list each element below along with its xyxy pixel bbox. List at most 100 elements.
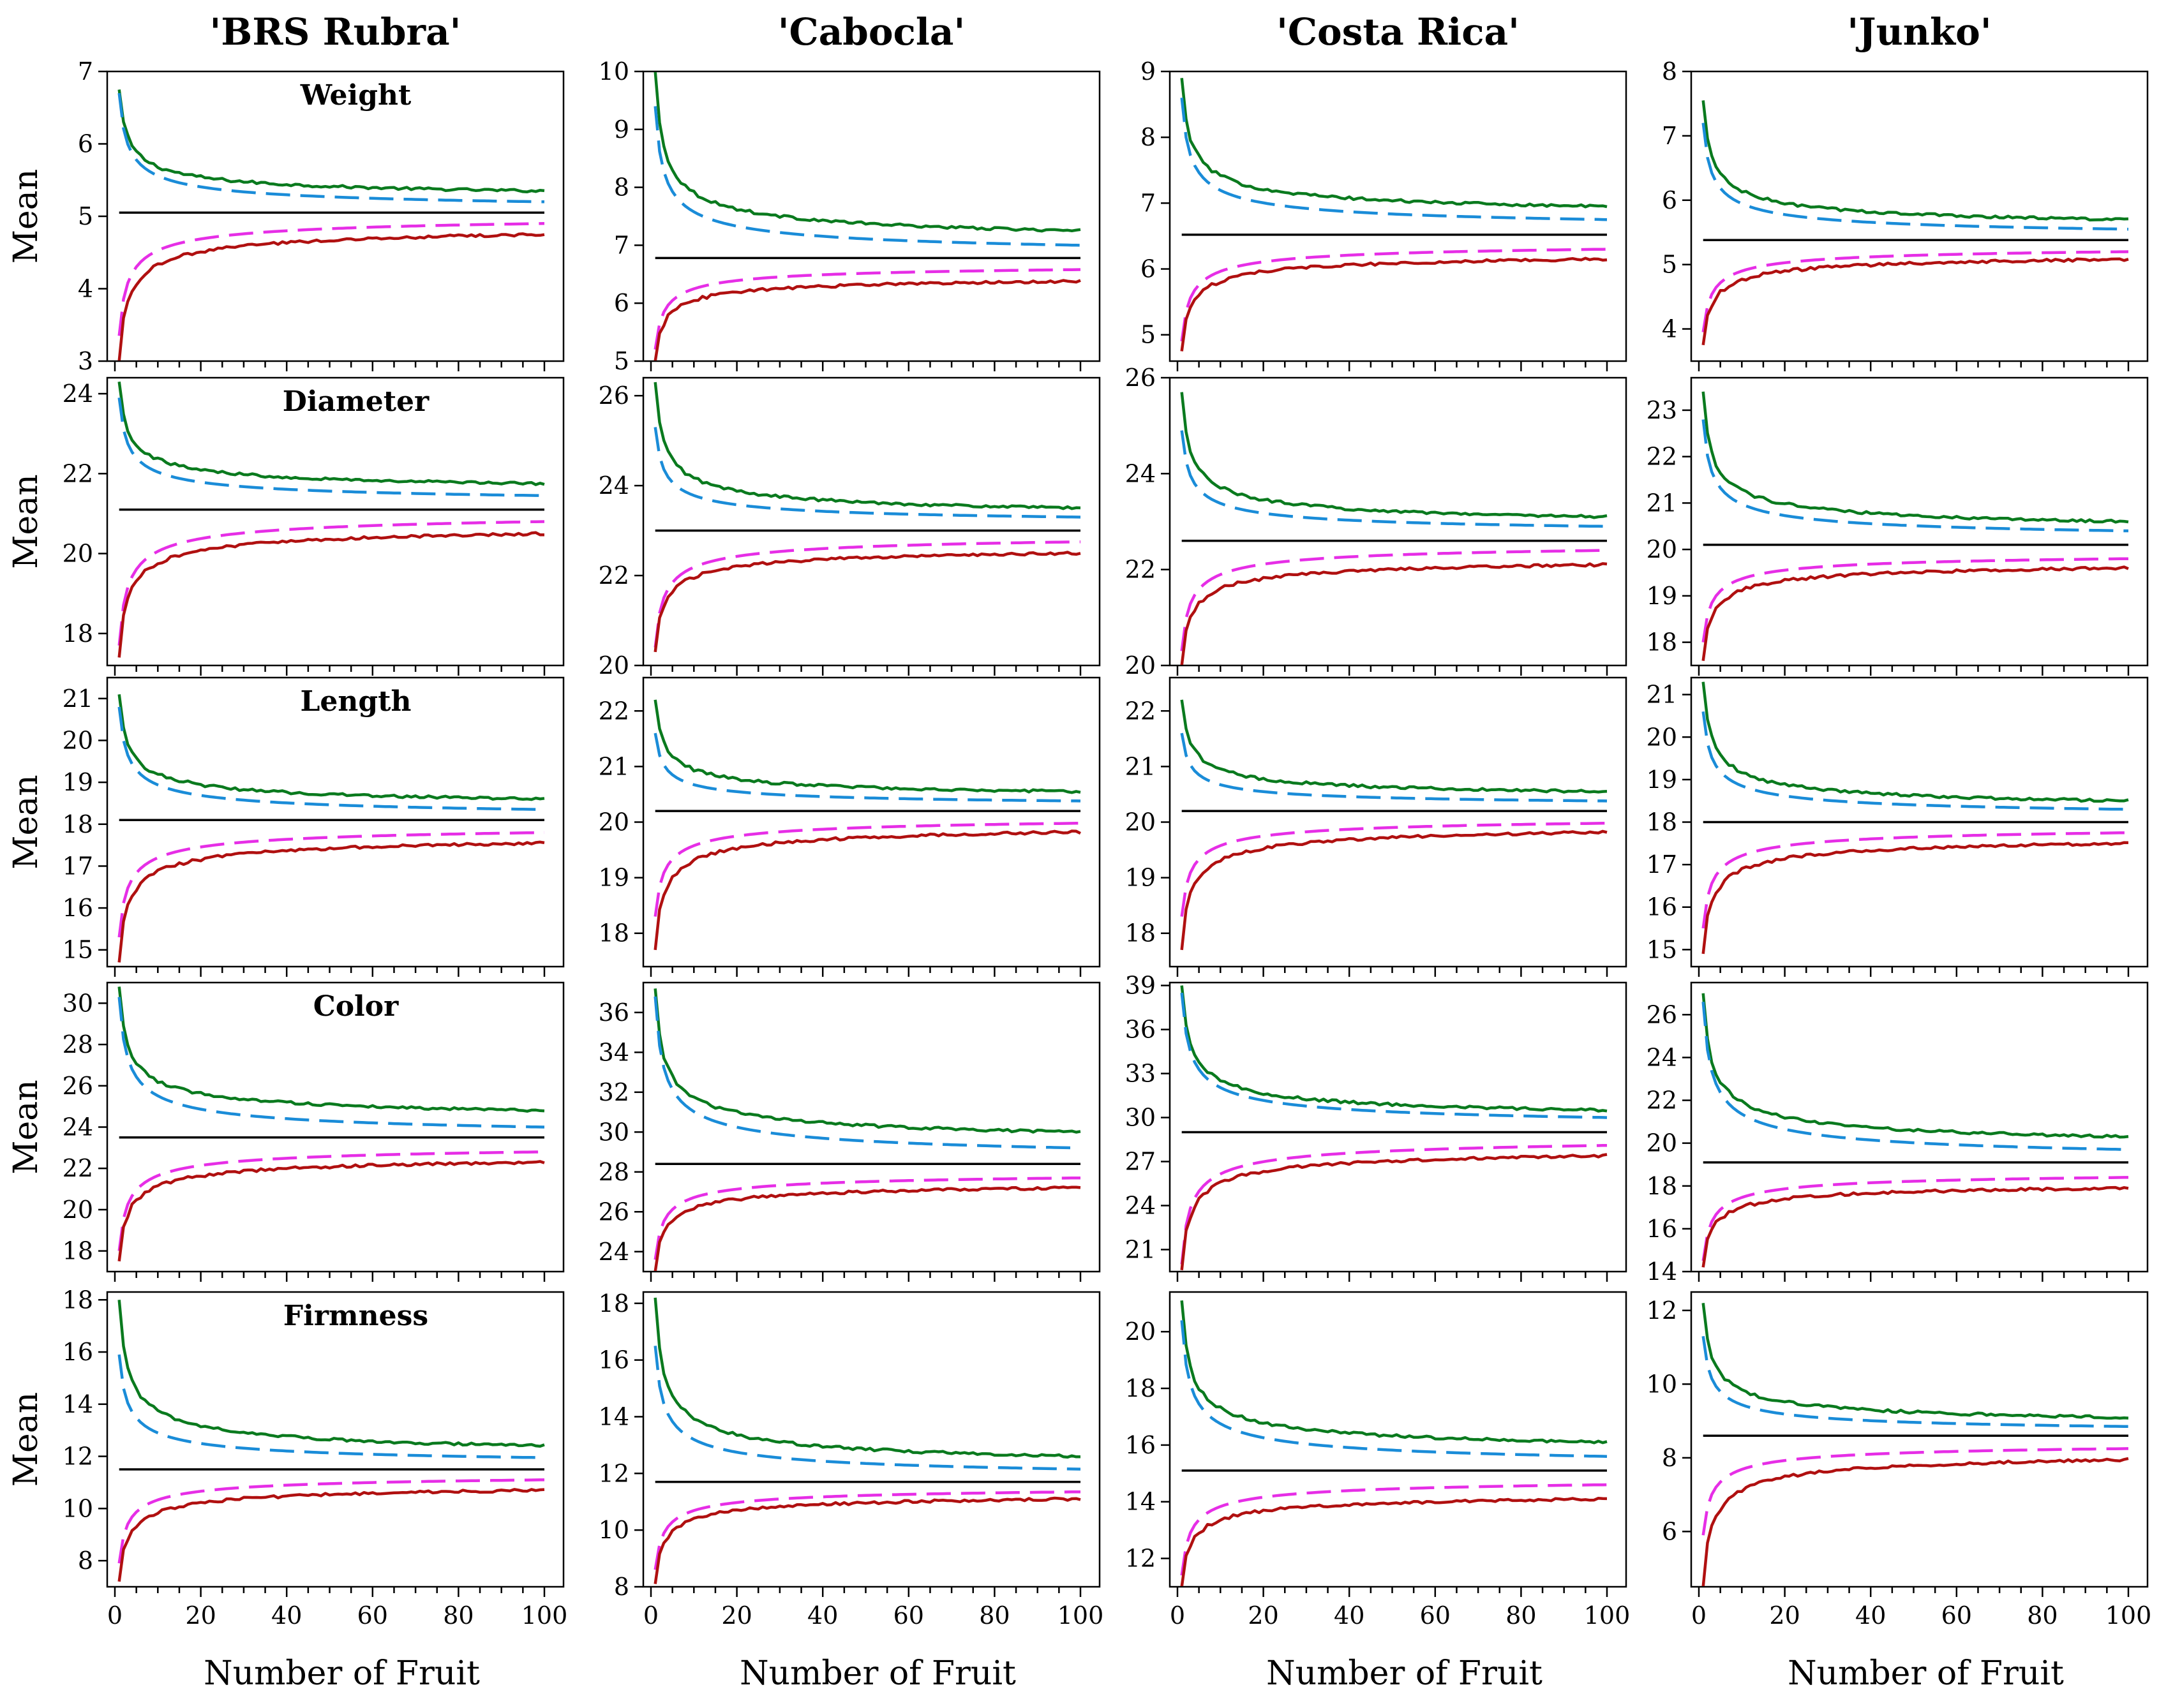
y-tick-label: 18 — [599, 1289, 629, 1318]
y-tick-label: 10 — [1647, 1370, 1677, 1398]
y-tick-label: 28 — [599, 1158, 629, 1186]
series-line-upper_mean — [117, 93, 545, 204]
y-tick-label: 7 — [614, 231, 629, 259]
series-group — [1701, 993, 2129, 1268]
series-group — [654, 699, 1081, 951]
series-line-upper_ci — [654, 382, 1081, 510]
x-tick-label: 100 — [1057, 1601, 1104, 1630]
y-tick-label: 5 — [78, 202, 93, 230]
series-line-upper_ci — [1701, 1303, 2129, 1420]
series-line-upper_mean — [1180, 1320, 1608, 1458]
y-tick-label: 30 — [599, 1118, 629, 1146]
series-line-lower_ci — [1180, 829, 1608, 951]
series-line-upper_ci — [1701, 100, 2129, 222]
y-tick-label: 12 — [63, 1443, 93, 1471]
panel: 15 16 17 18 19 20 21 — [1647, 676, 2149, 977]
y-tick-label: 20 — [1647, 1129, 1677, 1157]
y-tick-label: 16 — [63, 1338, 93, 1366]
y-tick-label: 20 — [1125, 808, 1156, 836]
y-tick-label: 8 — [614, 174, 629, 202]
panel-frame — [1169, 981, 1627, 1273]
panel: 21 24 27 30 33 36 39 — [1125, 972, 1627, 1282]
y-tick-label: 23 — [1647, 396, 1677, 424]
panel: 12 14 16 18 20 0 20 40 60 80 100 — [1125, 1291, 1630, 1630]
y-tick-label: 16 — [1647, 1215, 1677, 1243]
y-tick-label: 20 — [599, 808, 629, 836]
x-tick-label: 40 — [807, 1601, 838, 1630]
y-tick-label: 22 — [1125, 697, 1156, 725]
y-tick-label: 24 — [63, 1113, 93, 1141]
x-tick-label: 20 — [185, 1601, 216, 1630]
y-tick-label: 18 — [1647, 628, 1677, 657]
series-group — [1180, 78, 1608, 352]
y-tick-label: 6 — [1662, 186, 1677, 214]
y-tick-label: 6 — [614, 289, 629, 317]
panel-frame — [642, 981, 1101, 1273]
series-line-upper_mean — [1701, 711, 2129, 811]
series-line-upper_ci — [1180, 392, 1608, 519]
y-tick-label: 15 — [63, 936, 93, 964]
series-line-upper_mean — [654, 106, 1081, 247]
x-tick-label: 0 — [643, 1601, 659, 1630]
series-line-lower_ci — [654, 279, 1081, 360]
series-line-lower_ci — [1180, 1496, 1608, 1586]
panel-frame — [1169, 676, 1627, 968]
x-tick-label: 100 — [521, 1601, 568, 1630]
panel-frame — [1690, 1291, 2149, 1588]
series-line-upper_ci — [1180, 985, 1608, 1113]
series-line-lower_mean — [1180, 821, 1608, 917]
panel-frame — [1169, 1291, 1627, 1588]
y-tick-label: 19 — [63, 768, 93, 796]
y-tick-label: 26 — [63, 1072, 93, 1100]
y-tick-label: 17 — [1647, 850, 1677, 879]
x-tick-label: 60 — [893, 1601, 924, 1630]
x-tick-label: 0 — [107, 1601, 123, 1630]
panel: 18 19 20 21 22 23 — [1647, 376, 2149, 676]
y-tick-label: 10 — [599, 1516, 629, 1544]
x-tick-label: 80 — [443, 1601, 474, 1630]
series-line-lower_ci — [654, 551, 1081, 653]
series-line-upper_mean — [1701, 419, 2128, 533]
series-line-upper_mean — [654, 1346, 1081, 1471]
series-line-upper_mean — [1180, 98, 1608, 221]
y-tick-label: 6 — [1140, 255, 1156, 283]
y-tick-label: 24 — [599, 472, 629, 500]
panel: 24 26 28 30 32 34 36 — [599, 981, 1101, 1282]
x-tick-label: 40 — [1855, 1601, 1886, 1630]
y-tick-label: 16 — [599, 1346, 629, 1374]
series-line-upper_mean — [654, 732, 1081, 803]
x-tick-label: 40 — [1334, 1601, 1364, 1630]
y-tick-label: 19 — [1647, 582, 1677, 610]
panel: 5 6 7 8 9 10 — [599, 57, 1101, 375]
series-line-lower_mean — [1180, 1483, 1608, 1576]
y-axis-label: Mean — [7, 775, 45, 870]
y-tick-label: 20 — [1125, 1318, 1156, 1346]
series-line-lower_ci — [1701, 841, 2129, 954]
panel: 6 8 10 12 0 20 40 60 80 100 — [1647, 1291, 2151, 1630]
x-axis-label: Number of Fruit — [1788, 1654, 2064, 1693]
trait-label: Firmness — [283, 1300, 428, 1332]
y-tick-label: 12 — [1647, 1296, 1677, 1325]
x-tick-label: 20 — [721, 1601, 752, 1630]
x-tick-label: 0 — [1170, 1601, 1185, 1630]
series-group — [117, 694, 545, 963]
y-tick-label: 5 — [1662, 251, 1677, 279]
y-tick-label: 24 — [63, 380, 93, 408]
y-tick-label: 14 — [1125, 1488, 1156, 1516]
series-line-lower_ci — [1701, 1185, 2129, 1268]
series-group — [654, 1297, 1081, 1584]
series-group — [117, 382, 545, 658]
y-tick-label: 26 — [599, 1198, 629, 1226]
panel-frame — [1690, 981, 2149, 1273]
y-tick-label: 20 — [1647, 535, 1677, 563]
y-tick-label: 12 — [599, 1459, 629, 1487]
y-tick-label: 22 — [1647, 443, 1677, 471]
series-line-lower_mean — [1180, 248, 1608, 342]
series-line-upper_mean — [1180, 732, 1608, 803]
y-tick-label: 26 — [599, 382, 629, 410]
panel: 18 20 22 24 26 28 30 Color — [63, 981, 565, 1282]
y-tick-label: 39 — [1125, 972, 1156, 1000]
y-tick-label: 8 — [1662, 1444, 1677, 1472]
y-tick-label: 34 — [599, 1038, 629, 1066]
